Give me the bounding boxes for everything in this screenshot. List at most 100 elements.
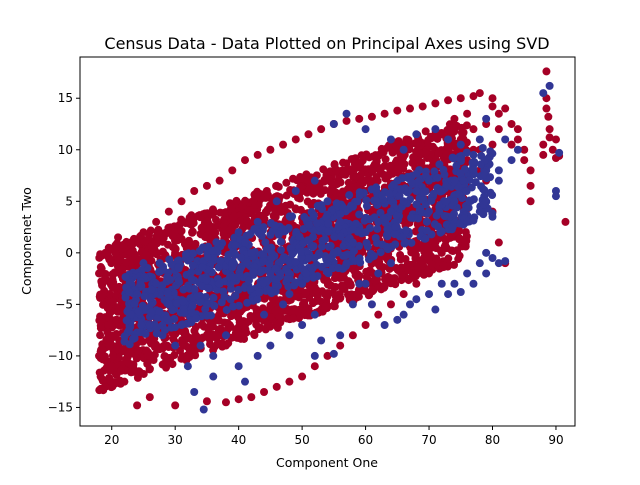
data-point-series-2 (431, 125, 440, 134)
data-point-series-2 (425, 176, 434, 185)
data-point-series-2 (174, 276, 183, 285)
data-point-series-1 (141, 237, 150, 246)
data-point-series-2 (310, 310, 319, 319)
data-point-series-1 (342, 116, 351, 125)
data-point-series-2 (310, 351, 319, 360)
data-point-series-2 (378, 191, 387, 200)
data-point-series-2 (192, 314, 201, 323)
data-point-series-2 (482, 248, 491, 257)
data-point-series-2 (253, 351, 262, 360)
data-point-series-2 (272, 275, 281, 284)
data-point-series-1 (339, 158, 348, 167)
data-point-series-2 (482, 197, 491, 206)
data-point-series-2 (356, 258, 365, 267)
data-point-series-2 (216, 256, 225, 265)
data-point-series-1 (310, 362, 319, 371)
data-point-series-2 (177, 320, 186, 329)
data-point-series-1 (279, 140, 288, 149)
data-point-series-1 (266, 322, 275, 331)
data-point-series-2 (253, 295, 262, 304)
data-point-series-1 (164, 342, 173, 351)
data-point-series-1 (463, 109, 472, 118)
data-point-series-2 (122, 316, 131, 325)
data-point-series-2 (336, 217, 345, 226)
data-point-series-1 (526, 197, 535, 206)
data-point-series-1 (211, 228, 220, 237)
data-point-series-1 (548, 145, 557, 154)
data-point-series-1 (335, 294, 344, 303)
data-point-series-1 (250, 330, 259, 339)
data-point-series-1 (426, 132, 435, 141)
data-point-series-1 (312, 186, 321, 195)
data-point-series-1 (323, 289, 332, 298)
data-point-series-1 (374, 282, 383, 291)
data-point-series-2 (330, 232, 339, 241)
y-tick-label: 5 (65, 194, 73, 208)
data-point-series-1 (488, 140, 497, 149)
data-point-series-1 (177, 226, 186, 235)
data-point-series-2 (249, 267, 258, 276)
data-point-series-1 (285, 377, 294, 386)
data-point-series-1 (380, 275, 389, 284)
data-point-series-1 (513, 125, 522, 134)
data-point-series-2 (430, 167, 439, 176)
data-point-series-1 (175, 220, 184, 229)
data-point-series-1 (404, 266, 413, 275)
data-point-series-2 (417, 195, 426, 204)
data-point-series-2 (469, 150, 478, 159)
data-point-series-2 (486, 173, 495, 182)
data-point-series-2 (450, 209, 459, 218)
data-point-series-1 (380, 282, 389, 291)
data-point-series-2 (204, 284, 213, 293)
data-point-series-2 (297, 248, 306, 257)
data-point-series-1 (453, 246, 462, 255)
data-point-series-2 (163, 289, 172, 298)
data-point-series-1 (96, 331, 105, 340)
data-point-series-1 (421, 148, 430, 157)
data-point-series-2 (317, 336, 326, 345)
data-point-series-2 (202, 276, 211, 285)
data-point-series-2 (285, 331, 294, 340)
data-point-series-1 (330, 300, 339, 309)
data-point-series-2 (329, 349, 338, 358)
data-point-series-2 (399, 197, 408, 206)
data-point-series-2 (125, 288, 134, 297)
data-point-series-1 (190, 186, 199, 195)
data-point-series-1 (355, 114, 364, 123)
data-point-series-2 (295, 232, 304, 241)
data-point-series-2 (439, 165, 448, 174)
data-point-series-2 (412, 130, 421, 139)
data-point-series-1 (106, 376, 115, 385)
data-point-series-2 (158, 331, 167, 340)
data-point-series-1 (163, 240, 172, 249)
data-point-series-2 (407, 213, 416, 222)
data-point-series-2 (164, 300, 173, 309)
data-point-series-1 (494, 125, 503, 134)
data-point-series-1 (282, 314, 291, 323)
data-point-series-2 (141, 329, 150, 338)
data-point-series-2 (478, 143, 487, 152)
data-point-series-2 (361, 279, 370, 288)
data-point-series-2 (475, 259, 484, 268)
data-point-series-1 (114, 233, 123, 242)
data-point-series-1 (372, 173, 381, 182)
data-point-series-2 (398, 232, 407, 241)
data-point-series-2 (245, 230, 254, 239)
data-point-series-1 (229, 213, 238, 222)
data-point-series-1 (431, 238, 440, 247)
data-point-series-1 (111, 248, 120, 257)
data-point-series-1 (152, 250, 161, 259)
data-point-series-2 (362, 196, 371, 205)
x-tick-label: 70 (421, 433, 436, 447)
data-point-series-1 (190, 326, 199, 335)
data-point-series-2 (171, 323, 180, 332)
data-point-series-1 (289, 174, 298, 183)
data-point-series-1 (144, 348, 153, 357)
data-point-series-2 (374, 217, 383, 226)
data-point-series-1 (108, 351, 117, 360)
data-point-series-1 (206, 340, 215, 349)
data-point-series-1 (95, 368, 104, 377)
data-point-series-2 (253, 217, 262, 226)
data-point-series-2 (329, 248, 338, 257)
data-point-series-2 (462, 187, 471, 196)
